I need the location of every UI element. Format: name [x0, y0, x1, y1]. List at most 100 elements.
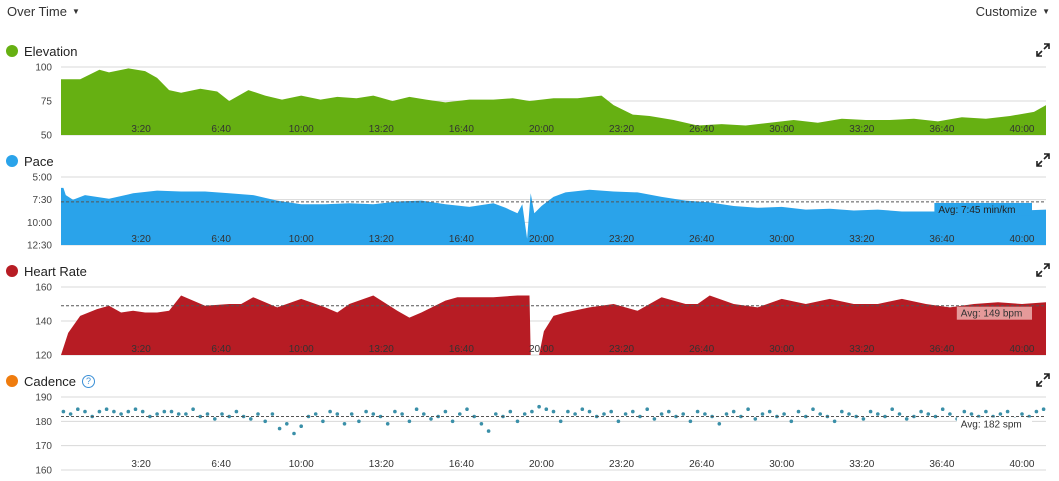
expand-icon[interactable] — [1036, 263, 1050, 277]
scatter-point — [119, 412, 123, 416]
average-label-bg — [956, 417, 1032, 431]
x-tick-label: 6:40 — [211, 344, 231, 355]
scatter-point — [948, 412, 952, 416]
average-label: Avg: 182 spm — [961, 419, 1022, 430]
scatter-point — [205, 412, 210, 416]
scatter-point — [746, 407, 750, 411]
y-tick-label: 12:30 — [27, 241, 52, 252]
scatter-point — [1005, 409, 1010, 414]
scatter-point — [465, 407, 469, 411]
expand-icon[interactable] — [1036, 153, 1050, 167]
scatter-point — [220, 412, 224, 416]
x-tick-label: 13:20 — [369, 344, 394, 355]
scatter-point — [479, 422, 484, 426]
scatter-point — [767, 409, 772, 414]
x-tick-label: 30:00 — [769, 124, 794, 135]
scatter-point — [393, 409, 397, 414]
x-tick-label: 10:00 — [289, 459, 314, 470]
x-tick-label: 40:00 — [1009, 234, 1034, 245]
x-tick-label: 23:20 — [609, 344, 634, 355]
scatter-point — [551, 409, 556, 414]
scatter-point — [580, 407, 585, 411]
x-tick-label: 6:40 — [211, 124, 231, 135]
elevation-panel: Elevation 100 75 50 3:20 6:40 10:00 13:20 16:40… — [0, 43, 1059, 143]
scatter-point — [443, 409, 448, 414]
scatter-point — [364, 409, 368, 414]
scatter-point — [688, 419, 693, 424]
scatter-point — [270, 412, 275, 416]
heart-rate-title: Heart Rate — [6, 263, 87, 279]
scatter-point — [602, 412, 606, 416]
cadence-legend-dot — [6, 375, 18, 387]
scatter-point — [472, 414, 477, 419]
scatter-point — [724, 412, 729, 416]
x-tick-label: 3:20 — [131, 459, 151, 470]
customize-dropdown[interactable]: Customize ▼ — [976, 4, 1050, 19]
help-icon[interactable]: ? — [82, 374, 96, 388]
area-series — [61, 68, 1046, 135]
x-tick-label: 26:40 — [689, 234, 714, 245]
x-tick-label: 40:00 — [1009, 124, 1034, 135]
scatter-point — [804, 414, 808, 419]
x-tick-label: 16:40 — [449, 234, 474, 245]
scatter-point — [782, 412, 786, 416]
scatter-point — [277, 426, 282, 431]
scatter-point — [537, 404, 541, 409]
scatter-point — [609, 409, 613, 414]
expand-icon[interactable] — [1036, 373, 1050, 387]
scatter-point — [234, 409, 239, 414]
scatter-point — [328, 409, 332, 414]
scatter-point — [83, 409, 87, 414]
x-tick-label: 16:40 — [449, 459, 474, 470]
scatter-point — [112, 409, 116, 414]
scatter-point — [796, 409, 801, 414]
scatter-point — [667, 409, 671, 414]
scatter-point — [544, 407, 549, 411]
scatter-point — [176, 412, 181, 416]
view-mode-dropdown[interactable]: Over Time ▼ — [7, 4, 80, 19]
expand-icon[interactable] — [1036, 43, 1050, 57]
cadence-chart: 190 180 170 160 Avg: 182 spm 3:20 6:40 10:00 13:… — [35, 393, 1046, 477]
scatter-point — [739, 414, 743, 419]
y-tick-label: 160 — [35, 466, 52, 477]
scatter-point — [508, 409, 513, 414]
dropdown-caret-icon: ▼ — [71, 7, 80, 16]
view-mode-label: Over Time — [7, 4, 67, 19]
scatter-point — [984, 409, 988, 414]
x-tick-label: 30:00 — [769, 344, 794, 355]
heart-rate-title-text: Heart Rate — [24, 263, 87, 279]
scatter-point — [652, 417, 657, 421]
scatter-point — [631, 409, 635, 414]
x-tick-label: 23:20 — [609, 124, 634, 135]
cadence-panel: Cadence ? 190 180 170 160 Avg: 182 spm 3:20 6:… — [0, 373, 1059, 479]
scatter-point — [385, 422, 390, 426]
scatter-point — [414, 407, 419, 411]
y-tick-label: 5:00 — [33, 173, 53, 184]
x-tick-label: 20:00 — [529, 459, 554, 470]
area-series — [61, 187, 1046, 245]
average-label-bg — [934, 202, 1032, 216]
x-tick-label: 10:00 — [289, 344, 314, 355]
scatter-point — [940, 407, 945, 411]
scatter-point — [378, 414, 383, 419]
scatter-point — [818, 412, 822, 416]
scatter-point — [256, 412, 260, 416]
scatter-point — [76, 407, 80, 411]
x-tick-label: 33:20 — [849, 459, 874, 470]
x-tick-label: 40:00 — [1009, 459, 1034, 470]
scatter-point — [140, 409, 145, 414]
y-tick-label: 120 — [35, 351, 52, 362]
scatter-point — [573, 412, 577, 416]
x-tick-label: 33:20 — [849, 234, 874, 245]
pace-legend-dot — [6, 155, 18, 167]
scatter-point — [1034, 409, 1039, 414]
scatter-point — [760, 412, 765, 416]
pace-chart: 5:00 7:30 10:00 12:30 Avg: 7:45 min/km 3:20 6:… — [27, 173, 1046, 252]
scatter-point — [717, 422, 722, 426]
scatter-point — [227, 414, 231, 419]
scatter-point — [840, 409, 844, 414]
scatter-point — [638, 414, 642, 419]
scatter-point — [919, 409, 923, 414]
scatter-point — [789, 419, 794, 424]
average-label: Avg: 7:45 min/km — [938, 205, 1015, 216]
